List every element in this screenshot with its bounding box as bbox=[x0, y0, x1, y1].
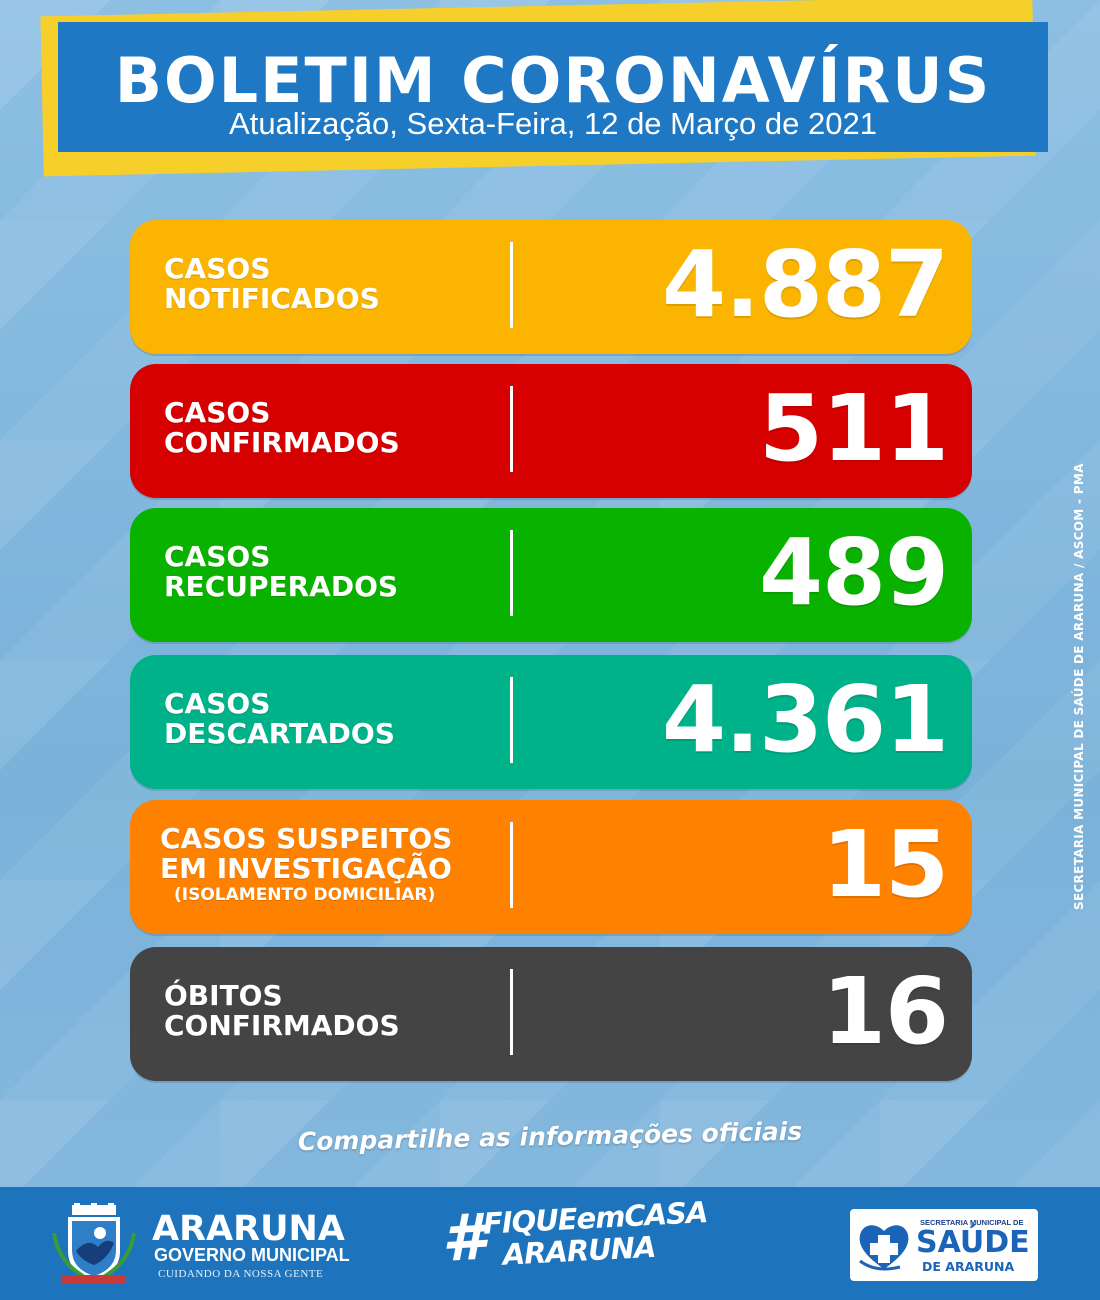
page-title: BOLETIM CORONAVÍRUS bbox=[114, 44, 992, 117]
divider bbox=[510, 822, 513, 908]
araruna-crest-icon bbox=[52, 1203, 136, 1283]
card-label: CASOS NOTIFICADOS bbox=[164, 252, 380, 315]
card-obitos: ÓBITOS CONFIRMADOS 16 bbox=[130, 947, 972, 1081]
hashtag-symbol: # bbox=[439, 1200, 489, 1277]
footer: ARARUNA GOVERNO MUNICIPAL CUIDANDO DA NO… bbox=[0, 1187, 1100, 1300]
city-name: ARARUNA bbox=[152, 1209, 345, 1249]
divider bbox=[510, 386, 513, 472]
hashtag-line2: ARARUNA bbox=[501, 1229, 657, 1272]
card-label: CASOS CONFIRMADOS bbox=[164, 396, 400, 459]
side-credit: SECRETARIA MUNICIPAL DE SAÚDE DE ARARUNA… bbox=[1072, 463, 1086, 910]
heart-health-icon bbox=[859, 1225, 909, 1271]
gov-label: GOVERNO MUNICIPAL bbox=[154, 1245, 350, 1265]
card-value: 15 bbox=[821, 811, 949, 918]
card-value: 489 bbox=[758, 519, 949, 626]
saude-title: SAÚDE bbox=[916, 1225, 1030, 1260]
header-banner: BOLETIM CORONAVÍRUS Atualização, Sexta-F… bbox=[58, 22, 1048, 152]
card-value: 511 bbox=[758, 375, 949, 482]
card-value: 16 bbox=[821, 958, 949, 1065]
saude-subtitle: DE ARARUNA bbox=[922, 1259, 1015, 1274]
card-value: 4.887 bbox=[661, 231, 949, 338]
card-suspeitos: CASOS SUSPEITOS EM INVESTIGAÇÃO (ISOLAMENT… bbox=[130, 800, 972, 934]
saude-top-label: SECRETARIA MUNICIPAL DE bbox=[920, 1218, 1024, 1227]
divider bbox=[510, 677, 513, 763]
card-confirmados: CASOS CONFIRMADOS 511 bbox=[130, 364, 972, 498]
card-descartados: CASOS DESCARTADOS 4.361 bbox=[130, 655, 972, 789]
divider bbox=[510, 242, 513, 328]
card-value: 4.361 bbox=[661, 666, 949, 773]
card-recuperados: CASOS RECUPERADOS 489 bbox=[130, 508, 972, 642]
card-label: CASOS DESCARTADOS bbox=[164, 687, 395, 750]
divider bbox=[510, 969, 513, 1055]
update-date: Atualização, Sexta-Feira, 12 de Março de… bbox=[229, 106, 877, 141]
card-label: ÓBITOS CONFIRMADOS bbox=[164, 979, 400, 1042]
card-label: CASOS SUSPEITOS EM INVESTIGAÇÃO (ISOLAMENT… bbox=[160, 822, 453, 906]
gov-tagline: CUIDANDO DA NOSSA GENTE bbox=[158, 1268, 324, 1280]
card-label: CASOS RECUPERADOS bbox=[164, 540, 399, 603]
divider bbox=[510, 530, 513, 616]
saude-logo: SECRETARIA MUNICIPAL DE SAÚDE DE ARARUNA bbox=[850, 1209, 1038, 1281]
card-notificados: CASOS NOTIFICADOS 4.887 bbox=[130, 220, 972, 354]
